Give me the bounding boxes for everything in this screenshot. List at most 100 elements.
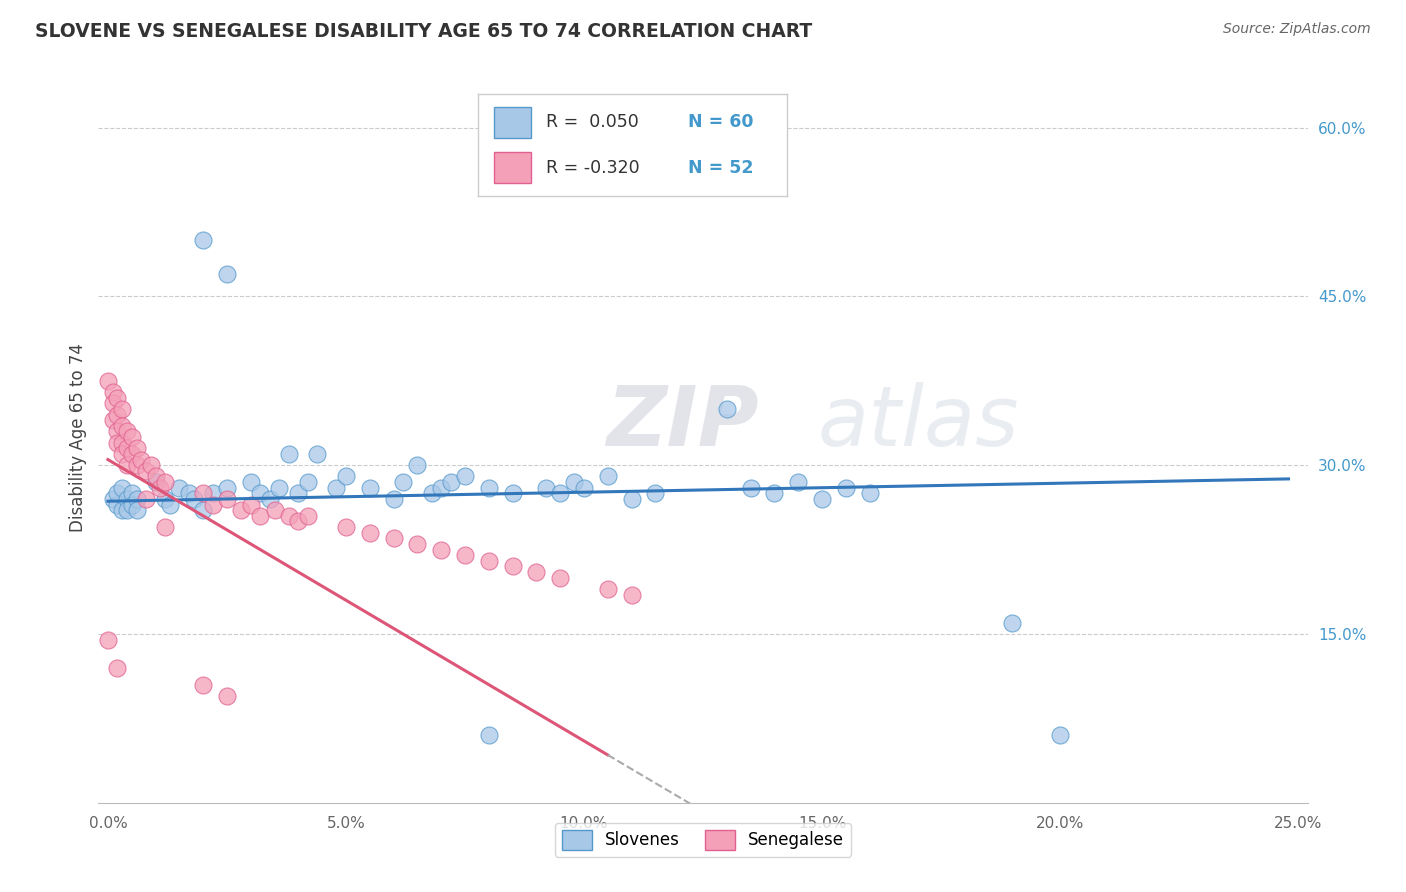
Point	[1001, 615, 1024, 630]
Point	[125, 442, 148, 456]
Point	[111, 503, 134, 517]
Point	[335, 520, 357, 534]
Point	[215, 481, 238, 495]
Point	[111, 418, 134, 433]
Point	[478, 481, 501, 495]
Point	[564, 475, 586, 489]
Text: R =  0.050: R = 0.050	[546, 113, 638, 131]
Text: R = -0.320: R = -0.320	[546, 159, 640, 177]
Point	[249, 508, 271, 523]
Point	[107, 486, 129, 500]
Point	[325, 481, 347, 495]
Point	[97, 632, 120, 647]
Point	[145, 475, 167, 489]
Point	[548, 486, 571, 500]
Text: N = 60: N = 60	[689, 113, 754, 131]
Point	[859, 486, 882, 500]
Point	[139, 458, 162, 473]
Point	[406, 458, 429, 473]
Point	[101, 396, 124, 410]
Text: atlas: atlas	[818, 382, 1019, 463]
Point	[115, 442, 138, 456]
Point	[107, 661, 129, 675]
Point	[307, 447, 329, 461]
Point	[111, 435, 134, 450]
Point	[115, 503, 138, 517]
Point	[430, 542, 453, 557]
Point	[177, 486, 200, 500]
Point	[382, 491, 405, 506]
Point	[215, 491, 238, 506]
Point	[430, 481, 453, 495]
Point	[149, 481, 172, 495]
Point	[478, 728, 501, 742]
Point	[239, 498, 262, 512]
Point	[478, 554, 501, 568]
Point	[121, 430, 143, 444]
Text: Source: ZipAtlas.com: Source: ZipAtlas.com	[1223, 22, 1371, 37]
Point	[524, 565, 547, 579]
Point	[502, 486, 524, 500]
Point	[269, 481, 291, 495]
Point	[277, 508, 299, 523]
Point	[287, 515, 309, 529]
Point	[406, 537, 429, 551]
Point	[107, 425, 129, 439]
Point	[287, 486, 309, 500]
Y-axis label: Disability Age 65 to 74: Disability Age 65 to 74	[69, 343, 87, 532]
Point	[740, 166, 762, 180]
Text: ZIP: ZIP	[606, 382, 759, 463]
Point	[125, 503, 148, 517]
Point	[107, 435, 129, 450]
Point	[835, 481, 858, 495]
Text: N = 52: N = 52	[689, 159, 754, 177]
Point	[249, 486, 271, 500]
Point	[440, 475, 463, 489]
Point	[101, 491, 124, 506]
Point	[183, 491, 205, 506]
Point	[263, 503, 285, 517]
Point	[115, 491, 138, 506]
Point	[191, 503, 214, 517]
Point	[111, 401, 134, 416]
Point	[392, 475, 415, 489]
Point	[145, 469, 167, 483]
Point	[191, 486, 214, 500]
Point	[125, 491, 148, 506]
Point	[620, 491, 643, 506]
Point	[111, 447, 134, 461]
Point	[534, 481, 557, 495]
Point	[153, 475, 176, 489]
Point	[97, 374, 120, 388]
Point	[231, 503, 253, 517]
Point	[454, 548, 477, 562]
Point	[763, 486, 786, 500]
Point	[572, 481, 595, 495]
Point	[277, 447, 299, 461]
Point	[1049, 728, 1071, 742]
Point	[215, 267, 238, 281]
Point	[115, 458, 138, 473]
Point	[454, 469, 477, 483]
Point	[153, 520, 176, 534]
Point	[787, 475, 810, 489]
Point	[125, 458, 148, 473]
Point	[716, 401, 738, 416]
Point	[191, 233, 214, 247]
FancyBboxPatch shape	[494, 153, 530, 183]
Point	[382, 532, 405, 546]
Point	[297, 508, 319, 523]
Point	[135, 491, 157, 506]
Point	[359, 481, 381, 495]
Point	[420, 486, 443, 500]
Point	[129, 452, 152, 467]
Point	[297, 475, 319, 489]
Point	[159, 498, 181, 512]
Point	[115, 425, 138, 439]
Point	[191, 678, 214, 692]
Point	[359, 525, 381, 540]
Point	[215, 689, 238, 703]
Point	[107, 391, 129, 405]
Point	[811, 491, 834, 506]
Point	[259, 491, 281, 506]
